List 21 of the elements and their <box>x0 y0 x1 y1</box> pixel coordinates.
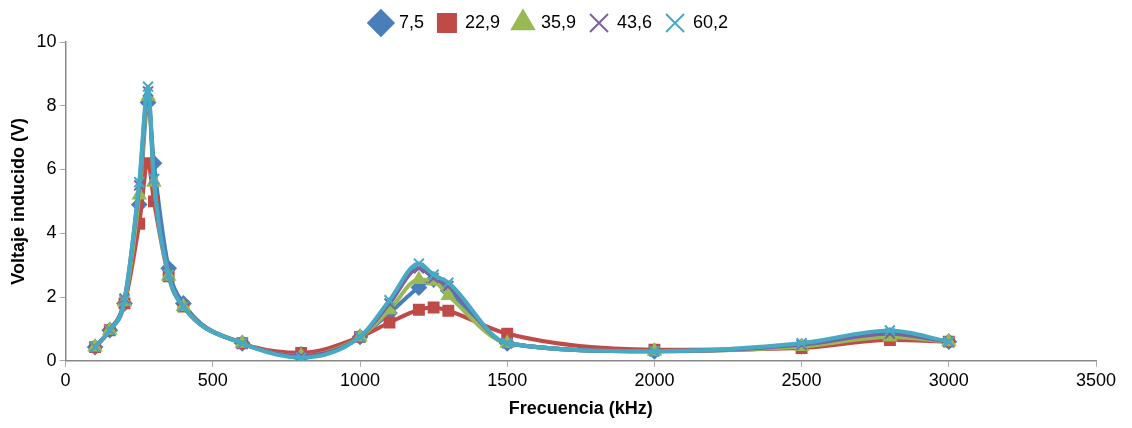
x-tick-label: 3500 <box>1075 369 1117 390</box>
x-tick-label: 0 <box>60 369 71 390</box>
y-tick-label: 6 <box>46 158 57 179</box>
x-tick-label: 1000 <box>339 369 381 390</box>
y-tick-label: 2 <box>46 286 57 307</box>
legend-label: 22,9 <box>464 11 500 32</box>
legend-label: 35,9 <box>540 11 577 32</box>
legend-label: 43,6 <box>617 11 653 32</box>
x-tick-label: 3000 <box>928 369 969 390</box>
y-tick-label: 4 <box>46 222 57 243</box>
y-axis-title: Voltaje inducido (V) <box>7 118 28 285</box>
y-tick-label: 8 <box>46 94 57 115</box>
y-tick-label: 10 <box>36 30 57 51</box>
x-axis-title: Frecuencia (kHz) <box>508 398 653 419</box>
x-tick-label: 500 <box>197 369 228 390</box>
x-tick-label: 2500 <box>781 369 822 390</box>
y-tick-label: 0 <box>46 349 57 370</box>
x-tick-label: 2000 <box>634 369 675 390</box>
legend-label: 7,5 <box>398 11 424 32</box>
x-tick-label: 1500 <box>487 369 528 390</box>
legend-label: 60,2 <box>693 11 729 32</box>
